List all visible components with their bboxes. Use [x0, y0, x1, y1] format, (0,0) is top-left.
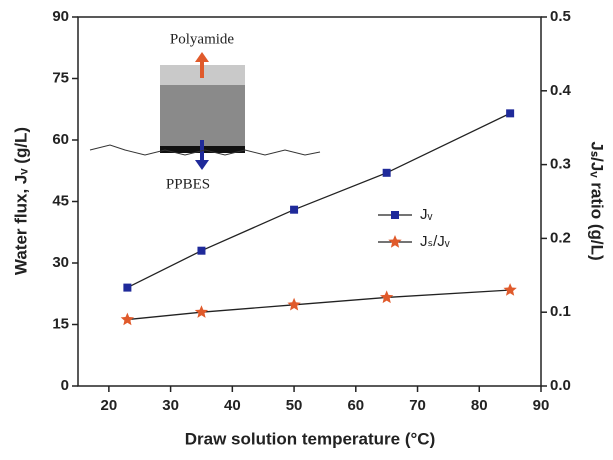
x-tick-label: 80 — [471, 397, 488, 414]
y-axis-title: Water flux, Jᵥ (g/L) — [11, 127, 30, 275]
marker — [503, 283, 517, 296]
y-tick-label: 0 — [61, 377, 69, 394]
chemical-structure — [89, 144, 321, 156]
x-tick-label: 40 — [224, 397, 241, 414]
y2-tick-label: 0.2 — [550, 229, 571, 246]
x-axis-title: Draw solution temperature (°C) — [185, 429, 436, 448]
y-tick-label: 60 — [52, 131, 69, 148]
annotation: Polyamide — [170, 31, 235, 47]
y2-tick-label: 0.3 — [550, 156, 571, 173]
inset-image — [89, 52, 321, 170]
marker — [506, 109, 515, 118]
arrow-up-head — [195, 52, 209, 62]
y2-tick-label: 0.1 — [550, 303, 571, 320]
legend-marker — [388, 235, 402, 248]
annotation: PPBES — [166, 176, 210, 192]
legend-label: Jᵥ — [420, 206, 433, 223]
x-tick-label: 50 — [286, 397, 303, 414]
x-tick-label: 20 — [101, 397, 118, 414]
y2-tick-label: 0.4 — [550, 82, 572, 99]
y-tick-label: 75 — [52, 69, 69, 86]
x-tick-label: 70 — [409, 397, 426, 414]
y-tick-label: 30 — [52, 254, 69, 271]
y-tick-label: 45 — [52, 192, 69, 209]
marker — [287, 297, 301, 311]
marker — [123, 283, 132, 292]
legend-label: Jₛ/Jᵥ — [420, 233, 450, 250]
y2-axis-title: Jₛ/Jᵥ ratio (g/L) — [588, 141, 607, 260]
marker — [197, 246, 206, 255]
y-tick-label: 15 — [52, 315, 69, 332]
arrow-down-head — [195, 160, 209, 170]
marker — [194, 305, 209, 318]
x-tick-label: 30 — [162, 397, 179, 414]
marker — [290, 205, 299, 214]
y2-tick-label: 0.5 — [550, 8, 571, 25]
marker — [380, 290, 394, 304]
x-tick-label: 90 — [533, 397, 550, 414]
marker — [120, 312, 134, 326]
x-tick-label: 60 — [347, 397, 364, 414]
y-tick-label: 90 — [52, 8, 69, 25]
y2-tick-label: 0.0 — [550, 377, 571, 394]
legend-marker — [391, 211, 399, 219]
series-line — [127, 289, 511, 321]
marker — [382, 168, 391, 177]
plot-frame — [77, 16, 542, 387]
